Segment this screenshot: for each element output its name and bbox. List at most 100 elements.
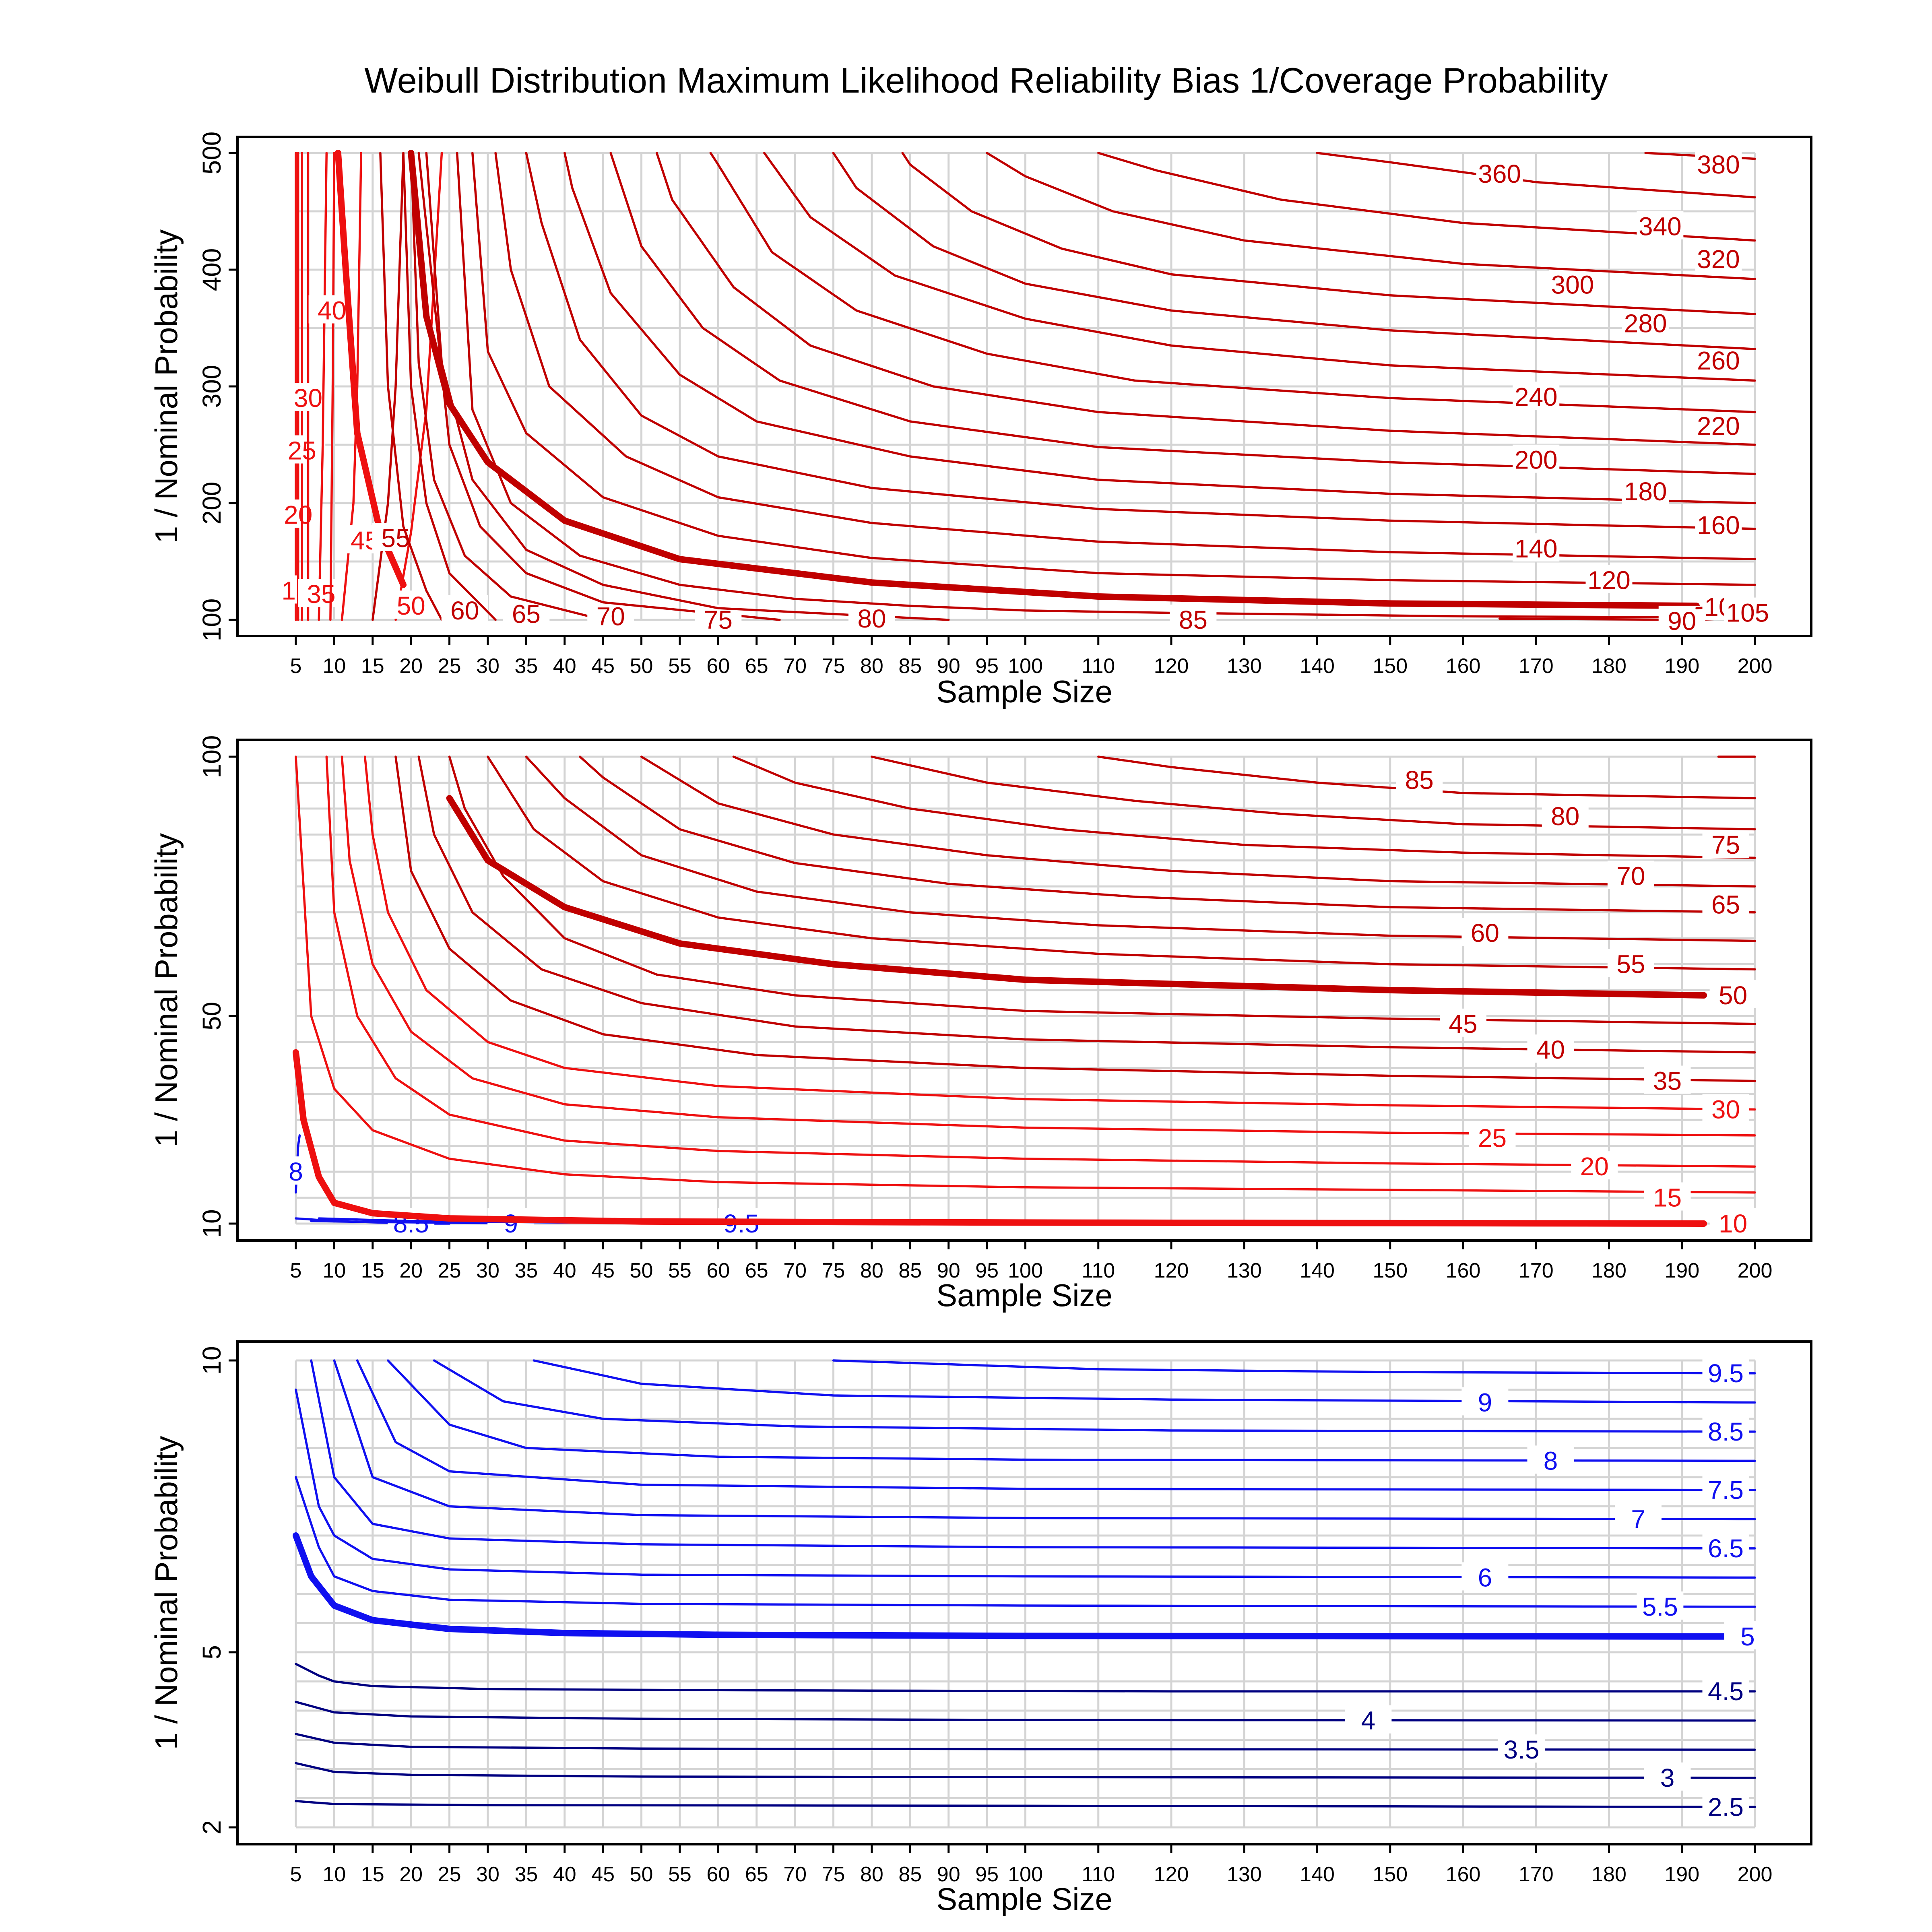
y-tick-label: 300 [197,365,226,408]
contour-label-bg [1440,1008,1486,1037]
y-tick-label: 2 [197,1820,226,1835]
x-axis-label: Sample Size [936,1881,1113,1917]
contour-line-6 [295,1388,1756,1579]
contour-label: 2.5 [1708,1792,1744,1821]
contour-label-bg [1513,444,1560,473]
contour-label: 50 [1719,981,1747,1010]
contour-label-bg [1702,830,1749,858]
x-tick-label: 170 [1519,654,1554,678]
x-tick-label: 80 [860,1259,883,1282]
x-tick-label: 80 [860,654,883,678]
contour-label-bg [1724,597,1771,626]
x-tick-label: 190 [1664,654,1699,678]
contour-label-bg [1702,1474,1749,1503]
x-tick-label: 140 [1300,1259,1335,1282]
contour-label: 8.5 [1708,1417,1744,1446]
contour-label-bg [1644,1762,1691,1791]
contour-label-bg [1709,1208,1757,1236]
x-tick-label: 85 [898,1863,922,1886]
contour-label: 50 [397,591,425,620]
x-tick-label: 45 [591,1863,615,1886]
contour-label-bg [1549,269,1596,298]
contour-line-85 [408,150,1700,609]
contour-label: 260 [1697,346,1740,375]
x-tick-label: 50 [630,654,653,678]
contour-line-120 [471,152,1756,586]
x-tick-label: 200 [1738,1259,1773,1282]
y-tick-label: 100 [197,735,226,778]
contour-label-bg [1702,1676,1749,1705]
contour-line-8 [387,1359,1756,1462]
contour-line-140 [494,152,1756,560]
contour-line-4 [295,1701,1756,1722]
contour-label: 55 [381,524,410,553]
x-tick-label: 60 [706,1259,730,1282]
contour-line-7 [333,1359,1756,1521]
contour-label-bg [1469,1123,1516,1151]
contour-label: 8 [1544,1446,1558,1475]
contour-label: 85 [1405,766,1434,795]
x-tick-label: 150 [1373,1259,1408,1282]
contour-label: 160 [1697,511,1740,540]
contour-line-5.5 [295,1476,1756,1608]
x-tick-label: 130 [1227,1259,1262,1282]
contour-label: 120 [1587,566,1631,594]
contour-line-5 [293,1532,1729,1640]
x-tick-label: 170 [1519,1863,1554,1886]
x-tick-label: 60 [706,1863,730,1886]
contour-label-bg [1461,918,1509,946]
y-tick-label: 500 [197,132,226,175]
contour-line-35 [318,152,328,621]
contour-label: 240 [1515,382,1558,411]
contour-label: 7.5 [1708,1476,1744,1505]
x-tick-label: 20 [399,1259,423,1282]
x-tick-label: 30 [476,1863,500,1886]
y-axis: 2 5 10 1 / Nominal Probability [149,1346,237,1835]
x-tick-label: 90 [937,654,960,678]
contour-label: 65 [512,600,541,629]
contour-label-bg [1461,1562,1509,1591]
contour-line-60 [525,755,1756,942]
x-tick-label: 10 [322,1863,346,1886]
x-tick-label: 95 [975,654,999,678]
contour-line-50 [446,795,1707,999]
contour-line-25 [341,755,1756,1137]
x-axis-label: Sample Size [936,1278,1113,1313]
x-tick-label: 170 [1519,1259,1554,1282]
contour-label-bg [441,595,488,623]
contour-label: 80 [857,604,886,633]
contour-label: 25 [1478,1123,1507,1152]
x-tick-label: 15 [361,1259,384,1282]
contour-label: 200 [1515,446,1558,475]
contour-label-bg [1476,159,1523,187]
contour-label-bg [1695,411,1742,439]
x-tick-label: 75 [822,1259,845,1282]
contour-label-bg [1498,1734,1545,1763]
contour-label: 10 [1719,1209,1747,1238]
contour-line-8.5 [433,1359,1756,1433]
contour-label: 45 [1449,1009,1477,1038]
contour-label: 3 [1660,1763,1675,1792]
x-tick-label: 100 [1008,1863,1043,1886]
y-tick-label: 200 [197,482,226,525]
x-tick-label: 160 [1446,654,1481,678]
contour-line-280 [832,152,1756,350]
x-tick-label: 10 [322,654,346,678]
x-tick-label: 75 [822,1863,845,1886]
x-tick-label: 130 [1227,1863,1262,1886]
contour-label-bg [1702,889,1749,918]
contour-line-75 [732,755,1756,859]
contour-label-bg [1513,533,1560,562]
contour-label: 75 [704,605,733,634]
x-axis: 5 10 15 20 25 30 35 40 45 50 55 60 65 70 75 80 85 90 95 100… [290,1241,1773,1313]
x-tick-label: 20 [399,1863,423,1886]
contour-label: 9 [1478,1388,1492,1417]
contour-label: 320 [1697,245,1740,274]
contour-label-bg [1695,345,1742,374]
contour-line-300 [901,152,1756,315]
x-tick-label: 70 [783,654,807,678]
contour-line-10 [293,1049,1707,1227]
contour-label: 380 [1697,150,1740,179]
contour-line-65 [402,152,497,621]
